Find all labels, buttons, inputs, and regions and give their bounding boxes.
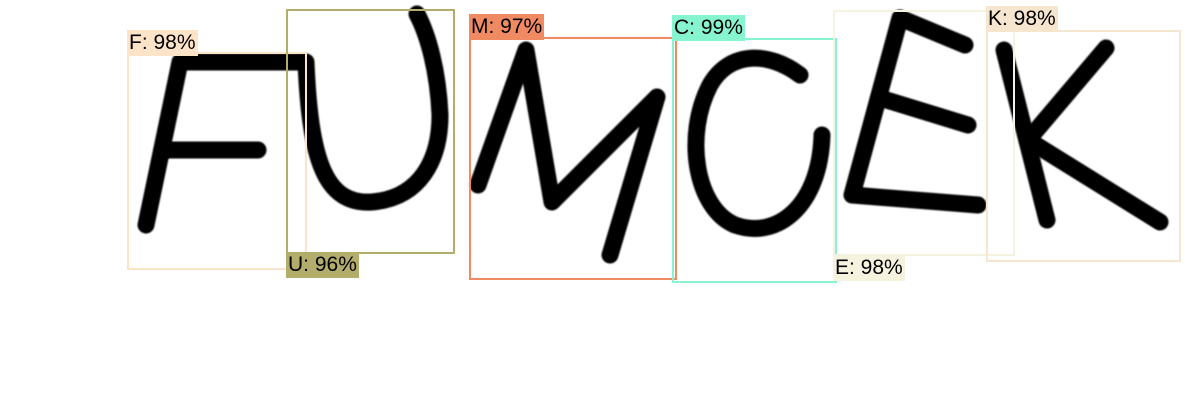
letter-c-glyph — [687, 49, 831, 237]
detection-label-k: K: 98% — [986, 6, 1058, 32]
detection-box-c — [672, 38, 837, 283]
letter-m-glyph — [469, 41, 666, 264]
letter-e-glyph — [843, 9, 987, 214]
detection-label-u: U: 96% — [286, 252, 359, 278]
letter-u-glyph — [297, 5, 449, 211]
detection-box-k — [986, 30, 1181, 262]
detection-box-u — [286, 9, 455, 254]
letter-f-glyph — [137, 53, 311, 234]
letter-k-glyph — [995, 39, 1169, 231]
detection-label-f: F: 98% — [127, 30, 198, 56]
detection-label-c: C: 99% — [672, 15, 745, 41]
detection-box-e — [833, 10, 1015, 256]
detection-label-m: M: 97% — [469, 14, 545, 40]
detection-box-m — [469, 37, 677, 280]
detection-label-e: E: 98% — [833, 255, 905, 281]
detection-box-f — [127, 52, 307, 270]
